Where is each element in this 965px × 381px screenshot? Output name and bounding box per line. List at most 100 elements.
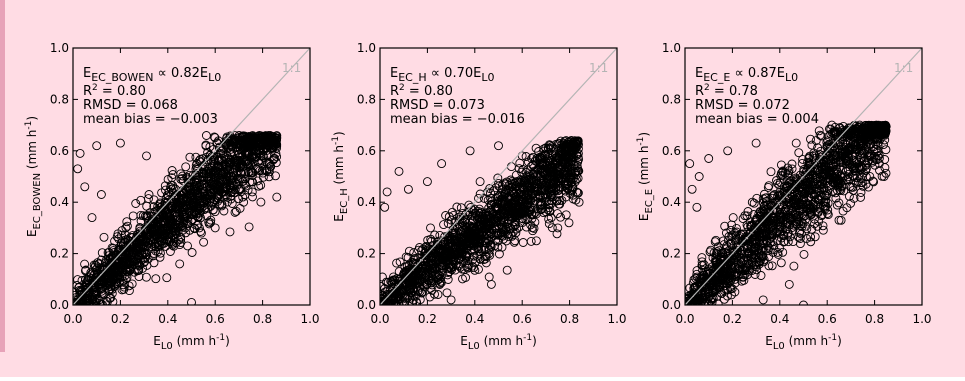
- data-point: [425, 292, 435, 302]
- data-point: [264, 136, 274, 146]
- data-point: [230, 131, 240, 141]
- data-point: [392, 258, 402, 268]
- data-point: [421, 242, 431, 251]
- data-point: [426, 223, 435, 233]
- x-tick-label: 0.0: [675, 312, 694, 326]
- data-point: [698, 260, 708, 270]
- data-point: [444, 212, 454, 222]
- data-point: [501, 224, 511, 234]
- data-point: [562, 168, 572, 178]
- data-point: [117, 267, 127, 277]
- data-point: [836, 171, 846, 181]
- mean-bias: mean bias = −0.016: [390, 112, 525, 127]
- data-point: [251, 145, 261, 155]
- data-point: [734, 241, 744, 251]
- data-point: [567, 150, 577, 160]
- data-point: [865, 127, 875, 137]
- data-point: [782, 200, 792, 210]
- data-point: [433, 290, 443, 299]
- data-point: [497, 242, 507, 252]
- data-point: [206, 194, 216, 204]
- data-point: [156, 219, 166, 229]
- data-point: [434, 260, 444, 269]
- data-point: [806, 237, 816, 247]
- data-point: [496, 198, 505, 208]
- data-point: [687, 184, 697, 194]
- data-point: [784, 279, 794, 289]
- scatter-points: [685, 120, 891, 305]
- data-point: [697, 261, 707, 271]
- data-point: [725, 282, 735, 292]
- data-point: [160, 229, 170, 239]
- r-squared: R2 = 0.80: [390, 83, 453, 99]
- data-point: [256, 197, 266, 207]
- data-point: [230, 185, 240, 195]
- data-point: [163, 191, 173, 201]
- data-point: [465, 227, 475, 237]
- data-point: [509, 237, 519, 247]
- data-point: [526, 220, 536, 230]
- data-point: [199, 237, 209, 247]
- data-point: [740, 211, 750, 221]
- data-point: [788, 225, 798, 235]
- data-point: [775, 227, 785, 237]
- data-point: [720, 281, 730, 291]
- data-point: [478, 214, 487, 224]
- data-point: [772, 176, 781, 185]
- data-point: [546, 213, 556, 223]
- data-point: [810, 232, 820, 242]
- one-to-one-line: [379, 47, 618, 306]
- y-tick-label: 0.2: [662, 247, 681, 261]
- data-point: [510, 210, 520, 220]
- data-point: [131, 244, 141, 254]
- data-point: [86, 269, 96, 279]
- data-point: [516, 175, 526, 185]
- data-point: [789, 261, 799, 271]
- y-tick-label: 0.6: [357, 144, 376, 158]
- data-point: [559, 154, 569, 164]
- data-point: [817, 158, 826, 168]
- data-point: [247, 187, 257, 197]
- data-point: [500, 178, 510, 188]
- data-point: [728, 213, 738, 223]
- data-point: [562, 180, 572, 190]
- data-point: [138, 234, 148, 244]
- data-point: [94, 295, 104, 305]
- data-point: [877, 127, 887, 137]
- data-point: [778, 167, 788, 177]
- data-point: [769, 218, 779, 228]
- data-point: [465, 146, 475, 156]
- data-point: [380, 202, 390, 212]
- data-point: [807, 202, 817, 212]
- data-point: [455, 238, 465, 248]
- data-point: [162, 210, 172, 220]
- data-point: [809, 214, 819, 224]
- y-tick-label: 0.6: [50, 144, 69, 158]
- data-point: [526, 174, 536, 184]
- data-point: [716, 248, 726, 258]
- data-point: [795, 239, 805, 249]
- data-point: [492, 216, 502, 226]
- data-point: [150, 230, 160, 240]
- data-point: [254, 155, 264, 165]
- data-point: [467, 217, 477, 227]
- data-point: [407, 298, 417, 305]
- y-tick-label: 0.4: [50, 195, 69, 209]
- data-point: [74, 283, 84, 293]
- data-point: [784, 214, 794, 223]
- data-point: [452, 202, 462, 212]
- data-point: [122, 273, 132, 282]
- data-point: [141, 272, 151, 282]
- data-point: [234, 163, 244, 173]
- data-point: [759, 243, 769, 253]
- data-point: [784, 205, 794, 214]
- x-tick-label: 0.8: [560, 312, 579, 326]
- data-point: [531, 236, 541, 246]
- data-point: [427, 271, 437, 281]
- data-point: [692, 281, 702, 291]
- data-point: [528, 160, 538, 170]
- data-point: [750, 243, 760, 253]
- data-point: [157, 204, 167, 214]
- data-point: [711, 235, 721, 245]
- data-point: [263, 140, 273, 150]
